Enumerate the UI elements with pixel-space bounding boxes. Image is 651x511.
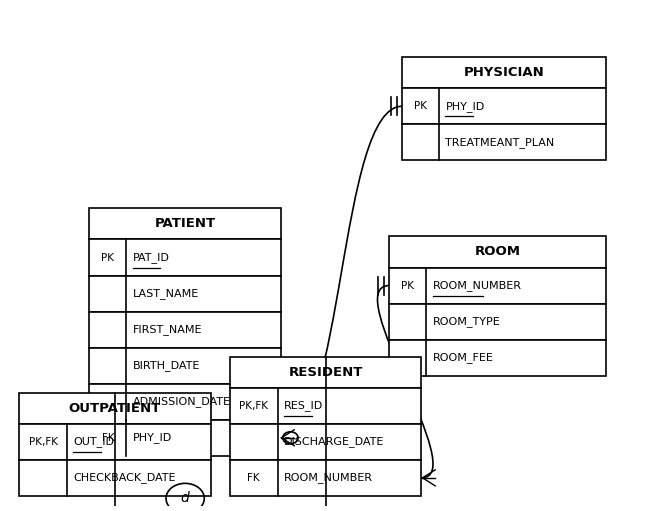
Text: OUT_ID: OUT_ID — [74, 436, 115, 447]
Text: PK: PK — [414, 101, 427, 111]
Text: RESIDENT: RESIDENT — [288, 366, 363, 379]
Bar — [402, 57, 606, 88]
Bar — [389, 237, 606, 268]
Bar — [389, 304, 606, 340]
Text: PATIENT: PATIENT — [154, 218, 215, 230]
Text: ROOM_TYPE: ROOM_TYPE — [433, 316, 501, 327]
Bar — [402, 88, 606, 124]
Bar — [230, 424, 421, 460]
Text: PHY_ID: PHY_ID — [445, 101, 485, 112]
Text: PK,FK: PK,FK — [239, 401, 268, 411]
Bar — [389, 268, 606, 304]
Bar — [230, 357, 421, 388]
Bar — [20, 424, 211, 460]
Text: PK: PK — [102, 252, 115, 263]
Text: PHY_ID: PHY_ID — [133, 432, 172, 443]
Text: CHECKBACK_DATE: CHECKBACK_DATE — [74, 472, 176, 483]
Bar — [89, 240, 281, 275]
Text: ROOM: ROOM — [475, 245, 521, 259]
Text: BIRTH_DATE: BIRTH_DATE — [133, 360, 201, 371]
Bar — [89, 208, 281, 240]
Text: LAST_NAME: LAST_NAME — [133, 288, 199, 299]
Bar — [89, 384, 281, 420]
Text: DISCHARGE_DATE: DISCHARGE_DATE — [284, 436, 384, 447]
Bar — [20, 393, 211, 424]
Text: ROOM_NUMBER: ROOM_NUMBER — [433, 280, 521, 291]
Text: PHYSICIAN: PHYSICIAN — [464, 66, 544, 79]
Bar — [89, 312, 281, 347]
Text: FK: FK — [247, 473, 260, 483]
Bar — [230, 460, 421, 496]
Text: OUTPATIENT: OUTPATIENT — [69, 402, 161, 415]
Bar — [20, 460, 211, 496]
Bar — [89, 275, 281, 312]
Text: ADMISSION_DATE: ADMISSION_DATE — [133, 396, 231, 407]
Text: TREATMEANT_PLAN: TREATMEANT_PLAN — [445, 137, 555, 148]
Text: RES_ID: RES_ID — [284, 400, 324, 411]
Bar — [389, 340, 606, 376]
Text: PAT_ID: PAT_ID — [133, 252, 170, 263]
Text: ROOM_NUMBER: ROOM_NUMBER — [284, 472, 373, 483]
Text: FIRST_NAME: FIRST_NAME — [133, 324, 202, 335]
Text: PK,FK: PK,FK — [29, 437, 58, 447]
Bar — [230, 388, 421, 424]
Text: d: d — [181, 492, 189, 505]
Bar — [402, 124, 606, 160]
Text: ROOM_FEE: ROOM_FEE — [433, 352, 493, 363]
Text: PK: PK — [401, 281, 414, 291]
Text: FK: FK — [102, 433, 115, 443]
Bar — [89, 347, 281, 384]
Bar — [89, 420, 281, 456]
